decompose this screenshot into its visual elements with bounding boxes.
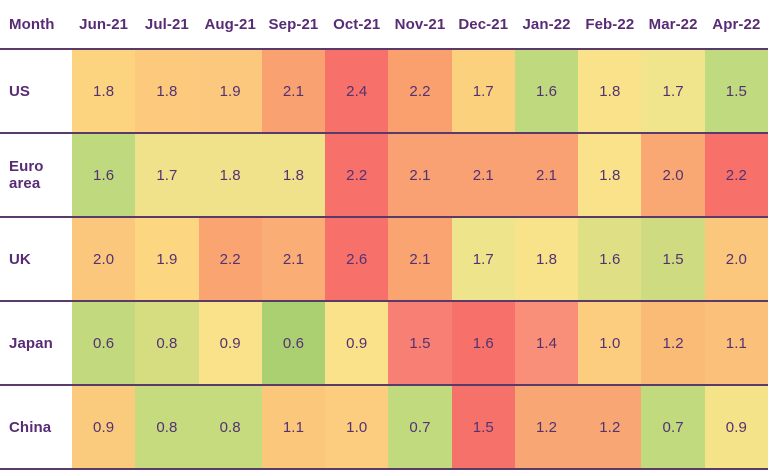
heatmap-cell-japan-aug-21: 0.9 bbox=[198, 302, 262, 384]
heatmap-cell-euro-oct-21: 2.2 bbox=[325, 134, 389, 216]
heatmap-cell-japan-oct-21: 0.9 bbox=[325, 302, 389, 384]
column-header-dec-21: Dec-21 bbox=[451, 0, 515, 48]
heatmap-cell-china-feb-22: 1.2 bbox=[578, 386, 642, 468]
heatmap-cell-euro-sep-21: 1.8 bbox=[261, 134, 326, 216]
heatmap-cell-china-nov-21: 0.7 bbox=[388, 386, 452, 468]
heatmap-cell-japan-feb-22: 1.0 bbox=[578, 302, 642, 384]
heatmap-cell-euro-jun-21: 1.6 bbox=[72, 134, 136, 216]
heatmap-cell-uk-aug-21: 2.2 bbox=[198, 218, 262, 300]
heatmap-cell-china-jun-21: 0.9 bbox=[72, 386, 136, 468]
heatmap-cell-uk-nov-21: 2.1 bbox=[388, 218, 452, 300]
table-row-uk: UK 2.0 1.9 2.2 2.1 2.6 2.1 1.7 1.8 1.6 1… bbox=[0, 216, 768, 300]
heatmap-cell-japan-jan-22: 1.4 bbox=[514, 302, 579, 384]
heatmap-cell-japan-jul-21: 0.8 bbox=[135, 302, 199, 384]
heatmap-cell-uk-apr-22: 2.0 bbox=[704, 218, 768, 300]
column-header-jun-21: Jun-21 bbox=[72, 0, 136, 48]
heatmap-cell-us-jan-22: 1.6 bbox=[514, 50, 579, 132]
heatmap-cell-us-apr-22: 1.5 bbox=[704, 50, 768, 132]
column-header-oct-21: Oct-21 bbox=[325, 0, 389, 48]
heatmap-cell-uk-feb-22: 1.6 bbox=[578, 218, 642, 300]
heatmap-cell-us-feb-22: 1.8 bbox=[578, 50, 642, 132]
heatmap-cell-us-sep-21: 2.1 bbox=[261, 50, 326, 132]
heatmap-cell-china-jul-21: 0.8 bbox=[135, 386, 199, 468]
heatmap-cell-us-mar-22: 1.7 bbox=[641, 50, 705, 132]
heatmap-cell-euro-aug-21: 1.8 bbox=[198, 134, 262, 216]
heatmap-cell-euro-dec-21: 2.1 bbox=[451, 134, 515, 216]
column-header-aug-21: Aug-21 bbox=[198, 0, 262, 48]
heatmap-cell-japan-dec-21: 1.6 bbox=[451, 302, 515, 384]
heatmap-cell-china-apr-22: 0.9 bbox=[704, 386, 768, 468]
heatmap-cell-china-aug-21: 0.8 bbox=[198, 386, 262, 468]
heatmap-cell-japan-apr-22: 1.1 bbox=[704, 302, 768, 384]
row-label-uk: UK bbox=[0, 218, 72, 300]
heatmap-cell-euro-mar-22: 2.0 bbox=[641, 134, 705, 216]
table-row-japan: Japan 0.6 0.8 0.9 0.6 0.9 1.5 1.6 1.4 1.… bbox=[0, 300, 768, 384]
row-label-euro-area: Euro area bbox=[0, 134, 72, 216]
heatmap-cell-uk-sep-21: 2.1 bbox=[261, 218, 326, 300]
table-row-china: China 0.9 0.8 0.8 1.1 1.0 0.7 1.5 1.2 1.… bbox=[0, 384, 768, 468]
heatmap-cell-china-dec-21: 1.5 bbox=[451, 386, 515, 468]
heatmap-cell-uk-oct-21: 2.6 bbox=[325, 218, 389, 300]
heatmap-cell-china-mar-22: 0.7 bbox=[641, 386, 705, 468]
heatmap-cell-euro-nov-21: 2.1 bbox=[388, 134, 452, 216]
heatmap-cell-uk-jul-21: 1.9 bbox=[135, 218, 199, 300]
heatmap-cell-us-jul-21: 1.8 bbox=[135, 50, 199, 132]
table-row-us: US 1.8 1.8 1.9 2.1 2.4 2.2 1.7 1.6 1.8 1… bbox=[0, 48, 768, 132]
row-label-japan: Japan bbox=[0, 302, 72, 384]
heatmap-cell-euro-feb-22: 1.8 bbox=[578, 134, 642, 216]
heatmap-cell-uk-jan-22: 1.8 bbox=[514, 218, 579, 300]
heatmap-cell-uk-dec-21: 1.7 bbox=[451, 218, 515, 300]
heatmap-cell-china-oct-21: 1.0 bbox=[325, 386, 389, 468]
heatmap-cell-euro-jan-22: 2.1 bbox=[514, 134, 579, 216]
heatmap-cell-uk-mar-22: 1.5 bbox=[641, 218, 705, 300]
row-label-us: US bbox=[0, 50, 72, 132]
heatmap-cell-japan-mar-22: 1.2 bbox=[641, 302, 705, 384]
heatmap-cell-japan-jun-21: 0.6 bbox=[72, 302, 136, 384]
heatmap-cell-china-jan-22: 1.2 bbox=[514, 386, 579, 468]
heatmap-cell-china-sep-21: 1.1 bbox=[261, 386, 326, 468]
column-header-apr-22: Apr-22 bbox=[704, 0, 768, 48]
heatmap-cell-euro-jul-21: 1.7 bbox=[135, 134, 199, 216]
heatmap-cell-us-jun-21: 1.8 bbox=[72, 50, 136, 132]
row-label-china: China bbox=[0, 386, 72, 468]
column-header-feb-22: Feb-22 bbox=[578, 0, 642, 48]
table-row-euro-area: Euro area 1.6 1.7 1.8 1.8 2.2 2.1 2.1 2.… bbox=[0, 132, 768, 216]
column-header-mar-22: Mar-22 bbox=[641, 0, 705, 48]
column-header-sep-21: Sep-21 bbox=[261, 0, 326, 48]
column-header-month: Month bbox=[0, 0, 72, 48]
heatmap-cell-euro-apr-22: 2.2 bbox=[704, 134, 768, 216]
column-header-jul-21: Jul-21 bbox=[135, 0, 199, 48]
column-header-nov-21: Nov-21 bbox=[388, 0, 452, 48]
header-row: Month Jun-21 Jul-21 Aug-21 Sep-21 Oct-21… bbox=[0, 0, 768, 48]
heatmap-cell-japan-sep-21: 0.6 bbox=[261, 302, 326, 384]
heatmap-cell-us-nov-21: 2.2 bbox=[388, 50, 452, 132]
column-header-jan-22: Jan-22 bbox=[514, 0, 579, 48]
heatmap-cell-us-oct-21: 2.4 bbox=[325, 50, 389, 132]
heatmap-cell-uk-jun-21: 2.0 bbox=[72, 218, 136, 300]
heatmap-cell-japan-nov-21: 1.5 bbox=[388, 302, 452, 384]
heatmap-cell-us-dec-21: 1.7 bbox=[451, 50, 515, 132]
heatmap-cell-us-aug-21: 1.9 bbox=[198, 50, 262, 132]
